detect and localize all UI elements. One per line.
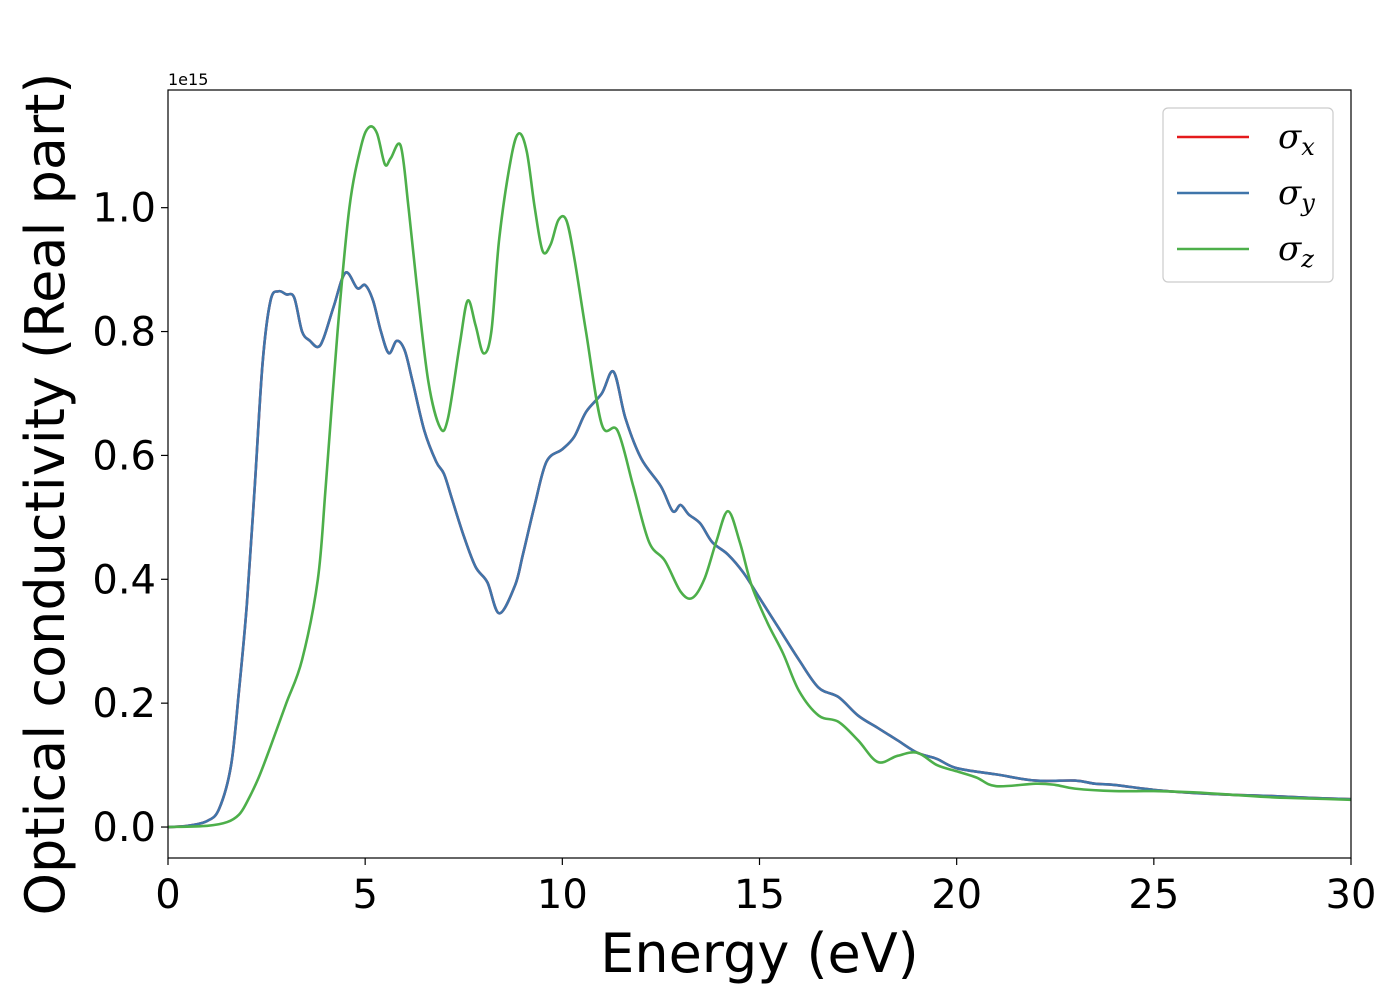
x-tick-label: 10 <box>537 872 588 918</box>
series-line-y <box>168 271 1351 829</box>
y-tick-label: 0.6 <box>92 433 156 479</box>
legend-entry: σx <box>1278 117 1315 161</box>
legend-entry: σz <box>1278 229 1314 273</box>
series-line-z <box>168 125 1351 829</box>
y-tick-label: 0.0 <box>92 805 156 851</box>
legend-box <box>1162 107 1334 283</box>
x-tick-label: 30 <box>1326 872 1377 918</box>
x-tick-label: 20 <box>931 872 982 918</box>
x-tick-label: 0 <box>155 872 180 918</box>
y-offset-label: 1e15 <box>168 70 208 89</box>
y-tick-label: 0.2 <box>92 681 156 727</box>
series-layer <box>168 125 1351 829</box>
y-tick-label: 0.8 <box>92 310 156 356</box>
y-tick-label: 0.4 <box>92 557 156 603</box>
x-axis: 0 5 10 15 20 25 30 <box>155 858 1376 918</box>
series-line-x <box>168 271 1351 829</box>
x-axis-label: Energy (eV) <box>600 922 919 985</box>
x-tick-label: 5 <box>352 872 377 918</box>
y-axis-label: Optical conductivity (Real part) <box>14 73 77 916</box>
x-tick-label: 25 <box>1128 872 1179 918</box>
legend: σx σy σz <box>1162 107 1334 283</box>
legend-entry: σy <box>1278 173 1315 217</box>
y-axis: 0.0 0.2 0.4 0.6 0.8 1.0 <box>92 186 168 851</box>
y-tick-label: 1.0 <box>92 186 156 232</box>
x-tick-label: 15 <box>734 872 785 918</box>
